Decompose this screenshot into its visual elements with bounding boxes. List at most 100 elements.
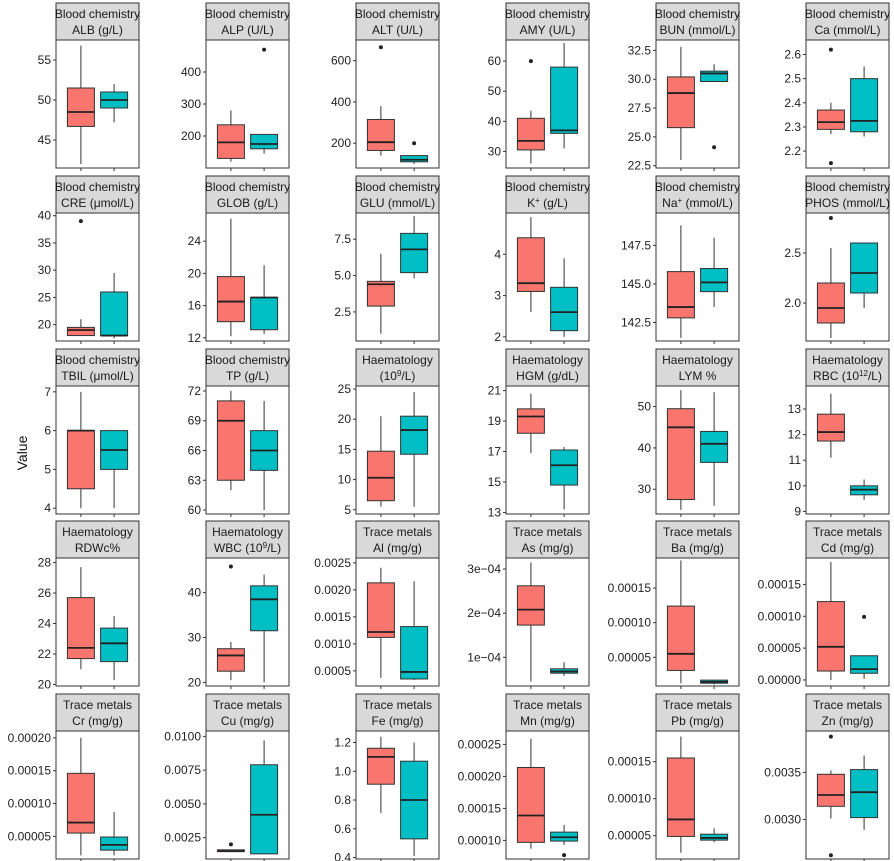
box-2022 xyxy=(100,430,129,509)
box-iqr xyxy=(66,430,95,490)
y-tick-label: 0.00015 xyxy=(8,764,52,778)
box-iqr xyxy=(366,450,395,502)
box-2022 xyxy=(100,615,129,680)
y-tick-label: 0.00015 xyxy=(608,755,652,769)
box-iqr xyxy=(66,772,95,834)
y-tick-label: 55 xyxy=(38,53,52,67)
box-iqr xyxy=(850,769,879,819)
box-iqr xyxy=(666,408,695,501)
y-tick-label: 0.00005 xyxy=(608,829,652,843)
box-2021 xyxy=(816,216,845,338)
y-tick-label: 17 xyxy=(488,445,502,459)
panel-title-line: Blood chemistry xyxy=(55,353,140,367)
panel-title-line: PHOS (mmol/L) xyxy=(805,196,890,210)
panel-title-line: ALP (U/L) xyxy=(221,23,273,37)
y-tick-label: 145.0 xyxy=(621,277,651,291)
panel-border xyxy=(355,385,440,515)
box-iqr xyxy=(366,118,395,151)
box-2021 xyxy=(666,736,695,853)
y-tick-label: 0.0025 xyxy=(164,831,201,845)
panel-title-line: Blood chemistry xyxy=(205,353,290,367)
box-2022 xyxy=(100,84,129,123)
panel-title-line: Trace metals xyxy=(363,525,432,539)
panel-strip xyxy=(805,2,890,41)
outlier-point xyxy=(378,45,383,50)
box-iqr xyxy=(700,70,729,83)
box-2022 xyxy=(550,662,579,676)
panel-title: Blood chemistry GLU (mmol/L) xyxy=(355,180,440,210)
panel-border xyxy=(805,385,890,515)
box-iqr xyxy=(666,605,695,671)
box-2021 xyxy=(66,391,95,509)
y-tick-label: 1.2 xyxy=(334,736,351,750)
y-tick-label: 5.0 xyxy=(334,269,351,283)
outlier-point xyxy=(828,161,833,166)
box-2021 xyxy=(816,562,845,680)
box-iqr xyxy=(550,449,579,486)
outlier-point xyxy=(412,141,417,146)
y-tick-label: 40 xyxy=(188,586,202,600)
panel-strip xyxy=(505,520,590,559)
box-iqr xyxy=(816,773,845,807)
outlier-point xyxy=(228,842,233,847)
y-tick-label: 0.0005 xyxy=(314,664,351,678)
panel-title-line: Ba (mg/g) xyxy=(671,541,724,555)
box-iqr xyxy=(100,627,129,663)
box-2021 xyxy=(66,567,95,670)
panel-title-line: TBIL (μmol/L) xyxy=(61,369,133,383)
y-tick-label: 11 xyxy=(789,453,802,467)
panel-title-line: Mn (mg/g) xyxy=(520,714,575,728)
y-tick-label: 600 xyxy=(331,54,351,68)
y-tick-label: 0.00025 xyxy=(458,737,502,751)
panel-border xyxy=(655,557,740,687)
outlier-point xyxy=(828,853,833,858)
box-iqr xyxy=(400,626,429,680)
panel-title-line: Blood chemistry xyxy=(55,7,140,21)
box-2022 xyxy=(400,742,429,857)
y-tick-label: 60 xyxy=(188,503,202,517)
y-tick-label: 32.5 xyxy=(628,43,652,57)
panel-title-line: Trace metals xyxy=(63,698,132,712)
box-2022 xyxy=(250,47,279,154)
panel-border xyxy=(205,39,290,169)
panel-title: Blood chemistry K+ (g/L) xyxy=(505,180,590,210)
panel-title: Trace metals Cr (mg/g) xyxy=(63,698,132,728)
outlier-point xyxy=(262,47,267,52)
box-iqr xyxy=(516,117,545,151)
y-tick-label: 200 xyxy=(331,136,351,150)
y-tick-label: 30 xyxy=(488,144,502,158)
panel-title-line: AMY (U/L) xyxy=(520,23,576,37)
y-tick-label: 20 xyxy=(188,675,202,689)
box-2021 xyxy=(816,393,845,458)
box-iqr xyxy=(400,155,429,163)
y-tick-label: 0.4 xyxy=(334,851,351,861)
box-2022 xyxy=(100,272,129,339)
outlier-point xyxy=(712,145,717,150)
y-tick-label: 28 xyxy=(38,556,52,570)
panel-title: Blood chemistry BUN (mmol/L) xyxy=(655,7,740,37)
y-tick-label: 5 xyxy=(44,462,51,476)
panel-title-line: ALB (g/L) xyxy=(72,23,123,37)
y-tick-label: 50 xyxy=(38,93,52,107)
y-tick-label: 12 xyxy=(788,428,802,442)
box-2021 xyxy=(366,416,395,507)
panel-border xyxy=(505,730,590,860)
box-iqr xyxy=(400,232,429,274)
box-iqr xyxy=(66,597,95,660)
y-tick-label: 0.0020 xyxy=(314,583,351,597)
y-tick-label: 6 xyxy=(44,424,51,438)
panel-title-line: GLU (mmol/L) xyxy=(360,196,435,210)
y-tick-label: 26 xyxy=(38,586,52,600)
box-iqr xyxy=(100,291,129,337)
panel-border xyxy=(55,730,140,860)
panel-title-line: WBC (109/L) xyxy=(214,541,281,555)
box-2021 xyxy=(816,734,845,858)
y-tick-label: 30 xyxy=(38,263,52,277)
box-iqr xyxy=(516,766,545,843)
panel-border xyxy=(55,212,140,342)
